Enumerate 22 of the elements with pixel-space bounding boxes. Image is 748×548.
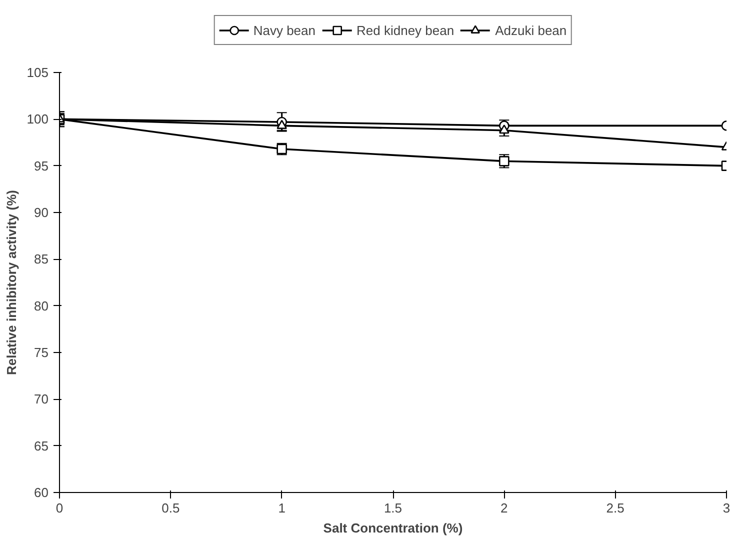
y-tick-label: 60	[34, 485, 49, 500]
legend-label: Navy bean	[253, 22, 316, 38]
x-tick-label: 0.5	[162, 500, 180, 516]
y-axis-title: Relative inhibitory activity (%)	[4, 190, 19, 375]
x-tick-label: 1	[278, 500, 286, 516]
y-tick-label: 105	[26, 65, 49, 80]
y-tick-label: 70	[34, 392, 49, 407]
legend-label: Red kidney bean	[356, 22, 454, 38]
y-tick-label: 85	[34, 252, 49, 267]
x-axis-title: Salt Concentration (%)	[323, 520, 463, 536]
y-tick-label: 95	[34, 158, 49, 174]
y-tick-label: 65	[34, 438, 49, 454]
x-tick-label: 1.5	[384, 500, 402, 516]
y-tick-label: 75	[34, 345, 49, 360]
x-tick-label: 2	[500, 500, 508, 516]
x-tick-label: 2.5	[606, 500, 624, 516]
y-tick-label: 90	[34, 205, 49, 220]
x-tick-label: 0	[56, 500, 64, 516]
y-tick-label: 100	[26, 112, 49, 127]
x-tick-label: 3	[722, 500, 730, 516]
y-tick-label: 80	[34, 298, 49, 314]
legend-label: Adzuki bean	[495, 22, 567, 38]
